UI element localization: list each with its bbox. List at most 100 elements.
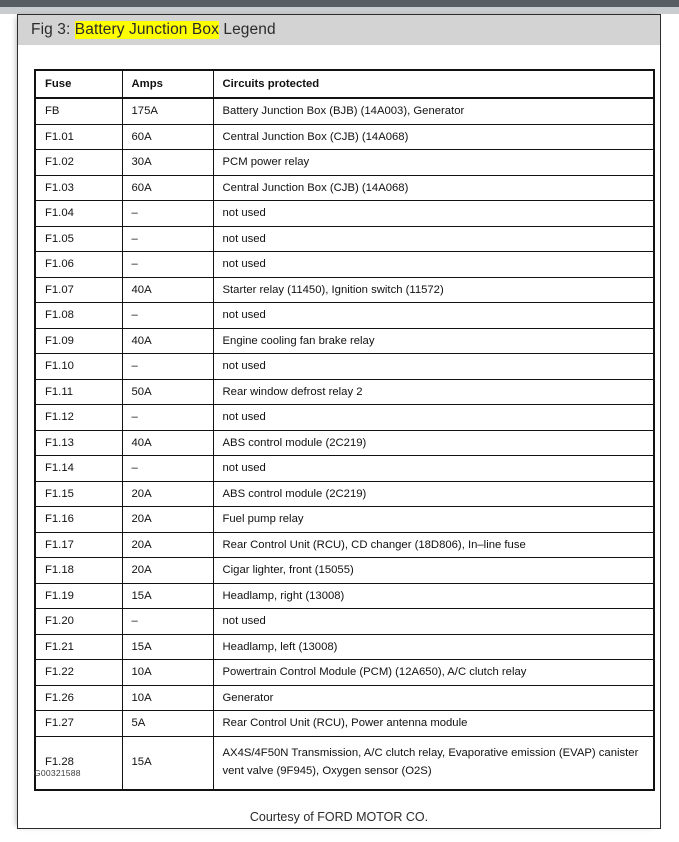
cell-circuit-protected: not used (212, 200, 655, 227)
cell-fuse: F1.10 (34, 353, 123, 380)
table-row: F1.05– not used (34, 225, 655, 252)
cell-fuse: F1.05 (34, 225, 123, 252)
cell-fuse: F1.20 (34, 608, 123, 635)
cell-amps: 10A (121, 659, 214, 686)
cell-amps: 175A (121, 97, 214, 125)
cell-fuse: F1.11 (34, 378, 123, 405)
cell-fuse: F1.09 (34, 327, 123, 354)
column-header-amps: Amps (121, 69, 214, 99)
cell-circuit-protected: Battery Junction Box (BJB) (14A003), Gen… (212, 97, 655, 125)
table-row: F1.26 10A Generator (34, 684, 655, 711)
table-body: FB 175A Battery Junction Box (BJB) (14A003… (34, 97, 655, 790)
table-row: F1.01 60A Central Junction Box (CJB) (14A0… (34, 123, 655, 150)
cell-fuse: F1.04 (34, 200, 123, 227)
figure-title-bar: Fig 3: Battery Junction Box Legend (18, 15, 660, 45)
cell-amps: 20A (121, 557, 214, 584)
window-top-band-dark (0, 0, 679, 7)
figure-title-prefix: Fig 3: (31, 21, 75, 38)
table-row: F1.04– not used (34, 200, 655, 227)
table-row: F1.15 20A ABS control module (2C219) (34, 480, 655, 507)
cell-fuse: F1.19 (34, 582, 123, 609)
cell-circuit-protected: Cigar lighter, front (15055) (212, 557, 655, 584)
table-row: F1.14– not used (34, 455, 655, 482)
cell-fuse: F1.16 (34, 506, 123, 533)
cell-amps: – (121, 455, 214, 482)
cell-fuse: F1.01 (34, 123, 123, 150)
table-header-row: Fuse Amps Circuits protected (34, 69, 655, 99)
cell-circuit-protected: not used (212, 455, 655, 482)
cell-fuse: F1.13 (34, 429, 123, 456)
cell-circuit-protected: Powertrain Control Module (PCM) (12A650)… (212, 659, 655, 686)
figure-title-highlighted-term: Battery Junction Box (74, 21, 219, 39)
table-row: FB 175A Battery Junction Box (BJB) (14A003… (34, 97, 655, 125)
table-row: F1.19 15A Headlamp, right (13008) (34, 582, 655, 609)
cell-circuit-protected: not used (212, 353, 655, 380)
table-row: F1.28 15A AX4S/4F50N Transmission, A/C clu… (34, 735, 655, 790)
cell-circuit-protected: not used (212, 251, 655, 278)
cell-amps: 40A (121, 276, 214, 303)
cell-fuse: F1.22 (34, 659, 123, 686)
cell-circuit-protected: Rear Control Unit (RCU), Power antenna m… (212, 710, 655, 737)
cell-fuse: F1.21 (34, 633, 123, 660)
table-row: F1.09 40A Engine cooling fan brake relay (34, 327, 655, 354)
cell-amps: – (121, 200, 214, 227)
cell-amps: – (121, 353, 214, 380)
table-row: F1.16 20A Fuel pump relay (34, 506, 655, 533)
cell-fuse: F1.27 (34, 710, 123, 737)
cell-fuse: FB (34, 97, 123, 125)
column-header-circuits-protected: Circuits protected (212, 69, 655, 99)
cell-fuse: F1.03 (34, 174, 123, 201)
cell-amps: 20A (121, 531, 214, 558)
cell-circuit-protected: not used (212, 225, 655, 252)
cell-circuit-protected: Rear window defrost relay 2 (212, 378, 655, 405)
cell-circuit-protected: Engine cooling fan brake relay (212, 327, 655, 354)
cell-fuse: F1.08 (34, 302, 123, 329)
table-row: F1.21 15A Headlamp, left (13008) (34, 633, 655, 660)
cell-circuit-protected: PCM power relay (212, 149, 655, 176)
cell-circuit-protected: Headlamp, left (13008) (212, 633, 655, 660)
cell-amps: – (121, 251, 214, 278)
graphic-id-code: G00321588 (34, 768, 81, 778)
document-page: Fig 3: Battery Junction Box Legend Fuse … (17, 14, 661, 829)
column-header-fuse: Fuse (34, 69, 123, 99)
cell-amps: 60A (121, 123, 214, 150)
table-row: F1.17 20A Rear Control Unit (RCU), CD chan… (34, 531, 655, 558)
cell-amps: 40A (121, 327, 214, 354)
cell-fuse: F1.07 (34, 276, 123, 303)
table-header: Fuse Amps Circuits protected (34, 69, 655, 99)
cell-amps: – (121, 404, 214, 431)
cell-amps: 5A (121, 710, 214, 737)
table-row: F1.12– not used (34, 404, 655, 431)
cell-circuit-protected: ABS control module (2C219) (212, 480, 655, 507)
cell-amps: 15A (121, 633, 214, 660)
table-row: F1.18 20A Cigar lighter, front (15055) (34, 557, 655, 584)
table-row: F1.03 60A Central Junction Box (CJB) (14A0… (34, 174, 655, 201)
cell-fuse: F1.17 (34, 531, 123, 558)
table-row: F1.02 30A PCM power relay (34, 149, 655, 176)
cell-circuit-protected: Rear Control Unit (RCU), CD changer (18D… (212, 531, 655, 558)
table-row: F1.11 50A Rear window defrost relay 2 (34, 378, 655, 405)
fuse-legend-table: Fuse Amps Circuits protected FB 175A Batte… (34, 69, 655, 791)
table-row: F1.27 5A Rear Control Unit (RCU), Power an… (34, 710, 655, 737)
cell-amps: 50A (121, 378, 214, 405)
cell-circuit-protected: Fuel pump relay (212, 506, 655, 533)
window-top-band-light (0, 7, 679, 14)
table-row: F1.10– not used (34, 353, 655, 380)
cell-amps: – (121, 302, 214, 329)
cell-fuse: F1.15 (34, 480, 123, 507)
cell-circuit-protected: Headlamp, right (13008) (212, 582, 655, 609)
cell-amps: 20A (121, 480, 214, 507)
cell-circuit-protected: not used (212, 302, 655, 329)
cell-amps: 60A (121, 174, 214, 201)
cell-fuse: F1.12 (34, 404, 123, 431)
cell-fuse: F1.02 (34, 149, 123, 176)
table-row: F1.13 40A ABS control module (2C219) (34, 429, 655, 456)
cell-fuse: F1.06 (34, 251, 123, 278)
table-row: F1.08– not used (34, 302, 655, 329)
cell-circuit-protected: Central Junction Box (CJB) (14A068) (212, 123, 655, 150)
table-row: F1.06– not used (34, 251, 655, 278)
courtesy-footer: Courtesy of FORD MOTOR CO. (249, 810, 429, 824)
cell-amps: – (121, 608, 214, 635)
table-row: F1.22 10A Powertrain Control Module (PCM) … (34, 659, 655, 686)
cell-amps: 15A (121, 735, 214, 790)
